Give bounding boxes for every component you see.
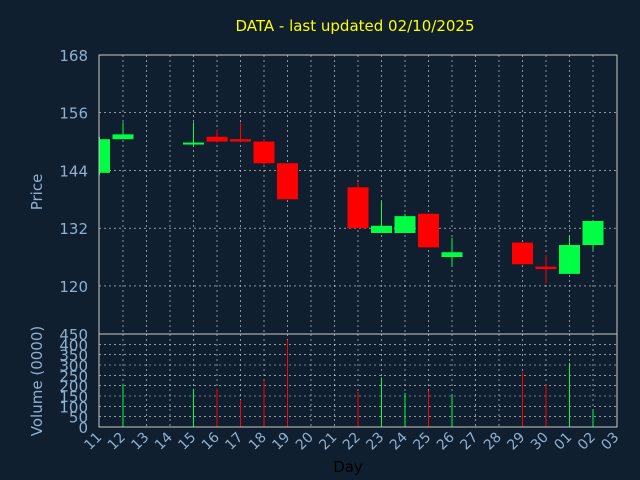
volume-bars-layer	[122, 340, 594, 427]
price-tick-label: 144	[59, 162, 88, 180]
x-tick-label: 17	[222, 430, 246, 454]
x-axis-label: Day	[333, 458, 363, 476]
candle-body	[206, 136, 228, 142]
x-tick-label: 29	[504, 430, 528, 454]
candle-body	[394, 216, 416, 233]
price-tick-label: 156	[59, 105, 88, 123]
x-tick-label: 30	[528, 430, 552, 454]
x-tick-label: 19	[269, 430, 293, 454]
candle-body	[512, 242, 533, 265]
x-tick-label: 22	[340, 430, 364, 454]
candle-body	[441, 252, 463, 258]
volume-tick-label: 0	[78, 419, 88, 437]
x-tick-label: 01	[551, 430, 575, 454]
candle-body	[371, 225, 392, 233]
x-tick-label: 21	[316, 430, 340, 454]
price-tick-label: 132	[59, 220, 88, 238]
candle-body	[183, 142, 204, 145]
candle-body	[253, 141, 275, 164]
volume-tick-label: 50	[69, 409, 88, 427]
x-tick-label: 14	[152, 429, 176, 453]
volume-tick-label: 450	[59, 326, 88, 344]
chart-title: DATA - last updated 02/10/2025	[235, 17, 474, 35]
volume-tick-label: 100	[59, 398, 88, 416]
candle-body	[582, 220, 604, 246]
x-tick-label: 02	[575, 430, 599, 454]
x-tick-label: 26	[434, 429, 458, 453]
x-tick-label: 03	[598, 430, 622, 454]
candle-body	[230, 139, 251, 142]
x-tick-label: 23	[363, 430, 387, 454]
candle-body	[112, 134, 134, 140]
x-tick-label: 24	[387, 429, 411, 453]
price-tick-label: 168	[59, 47, 88, 65]
price-tick-labels: 120 132 144 156 168	[59, 47, 88, 296]
candle-body	[347, 187, 369, 229]
volume-tick-label: 400	[59, 336, 88, 354]
price-grid	[99, 55, 617, 334]
x-tick-label: 18	[246, 430, 270, 454]
candle-body	[535, 266, 557, 270]
volume-tick-label: 250	[59, 367, 88, 385]
volume-axis-label: Volume (0000)	[28, 326, 46, 436]
x-tick-label: 13	[128, 430, 152, 454]
volume-tick-label: 300	[59, 357, 88, 375]
x-tick-labels: 11 12 13 14 15 16 17 18 19 20 21 22 23 24 25 26 27 28 29 30…	[81, 429, 622, 453]
volume-tick-label: 200	[59, 378, 88, 396]
candles-layer	[99, 122, 604, 284]
volume-plot-frame	[98, 333, 618, 428]
x-tick-label: 25	[410, 430, 434, 454]
price-axis-label: Price	[28, 174, 46, 211]
x-tick-label: 12	[105, 430, 129, 454]
candle-body	[418, 213, 439, 248]
x-tick-label: 16	[199, 429, 223, 453]
x-tick-label: 20	[293, 430, 317, 454]
price-tick-label: 120	[59, 278, 88, 296]
x-tick-label: 15	[175, 430, 199, 454]
candle-body	[559, 245, 580, 274]
x-tick-label: 28	[481, 430, 505, 454]
candle-body	[99, 139, 110, 173]
volume-tick-label: 350	[59, 347, 88, 365]
volume-tick-label: 150	[59, 388, 88, 406]
x-tick-label: 27	[457, 430, 481, 454]
candle-body	[277, 163, 298, 200]
